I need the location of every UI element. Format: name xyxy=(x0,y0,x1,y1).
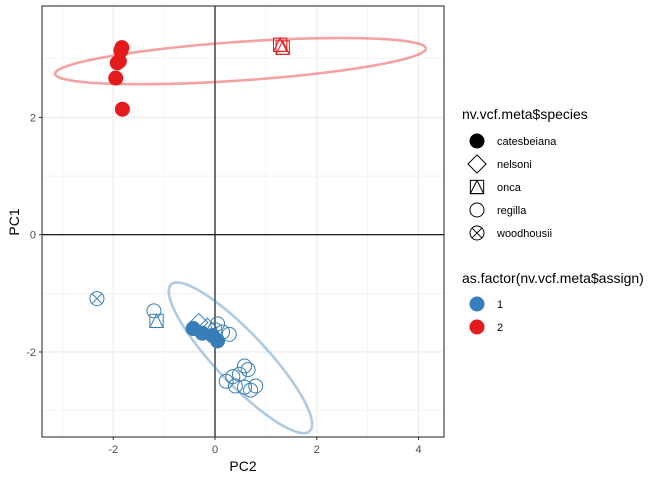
marker-circle-filled xyxy=(108,70,124,86)
marker-diamond-open xyxy=(197,317,218,338)
assign-legend-swatch xyxy=(469,319,485,335)
data-point xyxy=(89,291,105,307)
data-point xyxy=(231,366,247,382)
species-legend-entry: nelsoni xyxy=(467,154,532,174)
data-point xyxy=(221,326,237,342)
data-point xyxy=(243,382,259,398)
ellipse-group-2 xyxy=(53,36,428,86)
assign-legend: as.factor(nv.vcf.meta$assign) 1 2 xyxy=(462,270,644,335)
panel-background xyxy=(42,6,444,437)
species-legend-label: nelsoni xyxy=(497,159,532,171)
marker-triangle-open xyxy=(275,39,291,55)
assign-legend-entry: 1 xyxy=(469,296,503,312)
marker-circle-open xyxy=(469,225,485,241)
species-legend-entry: onca xyxy=(469,179,522,195)
marker-circle-open xyxy=(248,378,264,394)
marker-circle-filled xyxy=(469,133,485,149)
marker-cross-line xyxy=(471,227,483,239)
marker-triangle-open xyxy=(149,313,164,329)
x-tick-label: 2 xyxy=(314,444,320,456)
x-tick-label: -2 xyxy=(108,444,118,456)
marker-circle-open xyxy=(469,202,485,218)
x-tick-label: 0 xyxy=(212,444,218,456)
y-tick-label: 2 xyxy=(30,112,36,124)
species-legend: nv.vcf.meta$species catesbeiana nelsoni on… xyxy=(462,106,588,241)
data-point xyxy=(197,317,218,338)
species-legend-label: woodhousii xyxy=(496,228,552,240)
data-point xyxy=(188,312,209,333)
marker-circle-open xyxy=(215,324,231,340)
plot-panel xyxy=(41,5,445,438)
y-axis-title: PC1 xyxy=(6,208,22,235)
marker-circle-open xyxy=(243,382,259,398)
species-legend-entry: woodhousii xyxy=(469,225,552,241)
marker-diamond-open xyxy=(467,154,487,174)
marker-circle-open xyxy=(89,291,105,307)
marker-triangle-open xyxy=(469,179,485,195)
x-axis-title: PC2 xyxy=(229,458,256,474)
data-point xyxy=(146,303,162,319)
minor-grid xyxy=(42,6,444,437)
marker-circle-open xyxy=(221,326,237,342)
panel-border xyxy=(41,5,445,438)
marker-circle-open xyxy=(231,366,247,382)
x-axis-ticks: -2 0 2 4 xyxy=(108,437,422,456)
data-point xyxy=(114,101,130,117)
marker-circle-open xyxy=(227,378,243,394)
marker-circle-open xyxy=(210,316,226,332)
species-legend-entry: catesbeiana xyxy=(469,133,557,149)
marker-circle-open xyxy=(240,362,256,378)
marker-circle-filled xyxy=(114,101,130,117)
species-legend-label: regilla xyxy=(497,205,527,217)
assign-legend-title: as.factor(nv.vcf.meta$assign) xyxy=(462,270,644,286)
marker-triangle-open xyxy=(272,36,288,52)
assign-legend-entry: 2 xyxy=(469,319,503,335)
marker-circle-open xyxy=(237,358,253,374)
species-legend-label: catesbeiana xyxy=(497,136,557,148)
y-tick-label: 0 xyxy=(30,230,36,242)
species-legend-title: nv.vcf.meta$species xyxy=(462,106,588,122)
species-legend-entry: regilla xyxy=(469,202,527,218)
y-axis-ticks: -2 0 2 xyxy=(26,112,42,359)
reference-lines xyxy=(42,6,444,437)
y-tick-label: -2 xyxy=(26,347,36,359)
marker-cross-line xyxy=(91,293,103,304)
data-point xyxy=(248,378,264,394)
x-tick-label: 4 xyxy=(415,444,421,456)
data-point xyxy=(210,333,226,349)
data-point xyxy=(218,373,234,389)
ellipses xyxy=(53,36,428,435)
data-point xyxy=(149,313,164,329)
marker-circle-open xyxy=(146,303,162,319)
marker-circle-open xyxy=(218,373,234,389)
data-point xyxy=(108,70,124,86)
data-point xyxy=(237,358,253,374)
data-point xyxy=(109,55,125,71)
marker-circle-filled xyxy=(109,55,125,71)
ellipse-group-1 xyxy=(167,281,314,435)
data-point xyxy=(210,316,226,332)
data-points xyxy=(89,36,291,398)
data-point xyxy=(215,324,231,340)
data-point xyxy=(275,39,291,55)
marker-circle-filled xyxy=(210,333,226,349)
species-legend-label: onca xyxy=(497,182,522,194)
data-point xyxy=(272,36,288,52)
marker-diamond-open xyxy=(188,312,209,333)
assign-legend-label: 2 xyxy=(497,322,503,334)
data-point xyxy=(227,378,243,394)
data-point xyxy=(240,362,256,378)
assign-legend-swatch xyxy=(469,296,485,312)
assign-legend-label: 1 xyxy=(497,299,503,311)
